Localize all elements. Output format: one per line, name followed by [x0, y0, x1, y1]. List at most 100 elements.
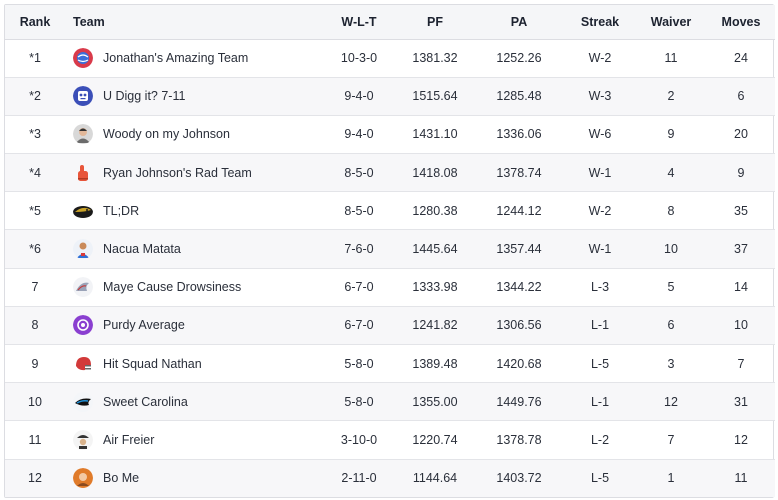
standings-table: Rank Team W-L-T PF PA Streak Waiver Move… — [5, 5, 775, 498]
wlt-cell: 8-5-0 — [321, 153, 397, 193]
pa-cell: 1357.44 — [473, 229, 565, 269]
column-header-rank[interactable]: Rank — [5, 5, 65, 40]
rank-cell: 11 — [5, 420, 65, 460]
waiver-cell: 4 — [635, 153, 707, 193]
panther-icon — [73, 391, 93, 412]
wlt-cell: 3-10-0 — [321, 420, 397, 460]
waiver-cell: 9 — [635, 115, 707, 155]
team-name[interactable]: Jonathan's Amazing Team — [103, 51, 249, 66]
team-cell: TL;DR — [65, 191, 321, 231]
standings-header: Rank Team W-L-T PF PA Streak Waiver Move… — [5, 5, 775, 40]
moves-cell: 10 — [707, 306, 775, 346]
waiver-cell: 6 — [635, 306, 707, 346]
team-link[interactable]: Maye Cause Drowsiness — [73, 277, 321, 298]
wlt-cell: 5-8-0 — [321, 344, 397, 384]
team-link[interactable]: Purdy Average — [73, 315, 321, 336]
purple-avatar-icon — [73, 315, 93, 336]
moves-cell: 7 — [707, 344, 775, 384]
pa-cell: 1336.06 — [473, 115, 565, 155]
wlt-cell: 9-4-0 — [321, 77, 397, 116]
column-header-waiver[interactable]: Waiver — [635, 5, 707, 40]
pa-cell: 1285.48 — [473, 77, 565, 116]
wlt-cell: 6-7-0 — [321, 306, 397, 346]
team-cell: Maye Cause Drowsiness — [65, 268, 321, 307]
column-header-team[interactable]: Team — [65, 5, 321, 40]
team-link[interactable]: U Digg it? 7-11 — [73, 86, 321, 107]
streak-cell: W-2 — [565, 39, 635, 78]
streak-cell: L-1 — [565, 382, 635, 422]
column-header-wlt[interactable]: W-L-T — [321, 5, 397, 40]
pa-cell: 1420.68 — [473, 344, 565, 384]
waiver-cell: 2 — [635, 77, 707, 116]
team-name[interactable]: Ryan Johnson's Rad Team — [103, 165, 252, 180]
table-row: 7 Maye Cause Drowsiness 6-7-0 1333.98 1344.2… — [5, 268, 775, 307]
standings-table-container: Rank Team W-L-T PF PA Streak Waiver Move… — [4, 4, 775, 499]
team-link[interactable]: TL;DR — [73, 201, 321, 221]
streak-cell: L-1 — [565, 306, 635, 346]
table-row: *1 Jonathan's Amazing Team 10-3-0 1381.32 12… — [5, 39, 775, 78]
moves-cell: 37 — [707, 229, 775, 269]
team-name[interactable]: Hit Squad Nathan — [103, 356, 202, 371]
team-name[interactable]: Nacua Matata — [103, 242, 181, 257]
pf-cell: 1280.38 — [397, 191, 473, 231]
team-link[interactable]: Woody on my Johnson — [73, 124, 321, 145]
team-name[interactable]: Bo Me — [103, 471, 140, 486]
column-header-moves[interactable]: Moves — [707, 5, 775, 40]
pf-cell: 1431.10 — [397, 115, 473, 155]
waiver-cell: 8 — [635, 191, 707, 231]
team-name[interactable]: Purdy Average — [103, 318, 185, 333]
pa-cell: 1306.56 — [473, 306, 565, 346]
team-name[interactable]: Woody on my Johnson — [103, 127, 230, 142]
pf-cell: 1144.64 — [412, 471, 458, 486]
team-name[interactable]: Sweet Carolina — [103, 394, 188, 409]
team-cell: U Digg it? 7-11 — [65, 77, 321, 116]
streak-cell: L-2 — [565, 420, 635, 460]
patriot-icon — [73, 277, 93, 298]
rank-cell: 9 — [5, 344, 65, 384]
team-name[interactable]: Air Freier — [103, 432, 155, 447]
column-header-streak[interactable]: Streak — [565, 5, 635, 40]
streak-cell: L-3 — [565, 268, 635, 307]
table-row: 9 Hit Squad Nathan 5-8-0 1389.48 1420.68 L-5 3… — [5, 344, 775, 384]
team-name[interactable]: TL;DR — [103, 203, 140, 218]
moves-cell: 20 — [707, 115, 775, 155]
robot-avatar-icon — [73, 86, 93, 107]
table-row: *3 Woody on my Johnson 9-4-0 1431.10 1336.06… — [5, 115, 775, 155]
streak-cell: W-1 — [565, 153, 635, 193]
moves-cell: 11 — [734, 471, 748, 486]
pa-cell: 1244.12 — [473, 191, 565, 231]
wlt-cell: 2-11-0 — [341, 471, 377, 486]
moves-cell: 9 — [707, 153, 775, 193]
team-cell: Woody on my Johnson — [65, 115, 321, 155]
pa-cell: 1378.74 — [473, 153, 565, 193]
team-name[interactable]: U Digg it? 7-11 — [103, 89, 186, 104]
column-header-pa[interactable]: PA — [473, 5, 565, 40]
pf-cell: 1333.98 — [397, 268, 473, 307]
pf-cell: 1515.64 — [397, 77, 473, 116]
table-row: 11 Air Freier 3-10-0 1220.74 1378.78 L-2 7 12 — [5, 420, 775, 460]
team-link[interactable]: Hit Squad Nathan — [73, 354, 321, 374]
team-link[interactable]: Bo Me — [73, 468, 321, 489]
team-cell: Bo Me — [65, 459, 321, 497]
pa-cell: 1449.76 — [473, 382, 565, 422]
rank-cell: *5 — [5, 191, 65, 231]
team-name[interactable]: Maye Cause Drowsiness — [103, 280, 242, 295]
player-avatar-icon — [73, 239, 93, 260]
team-link[interactable]: Jonathan's Amazing Team — [73, 48, 321, 69]
waiver-cell: 12 — [635, 382, 707, 422]
pirate-icon — [73, 429, 93, 450]
team-link[interactable]: Air Freier — [73, 429, 321, 450]
rank-cell: 8 — [5, 306, 65, 346]
team-link[interactable]: Sweet Carolina — [73, 391, 321, 412]
pf-cell: 1445.64 — [397, 229, 473, 269]
rank-cell: 12 — [28, 471, 42, 486]
team-cell: Air Freier — [65, 420, 321, 460]
pf-cell: 1355.00 — [397, 382, 473, 422]
rank-cell: *6 — [5, 229, 65, 269]
pf-cell: 1241.82 — [397, 306, 473, 346]
header-row: Rank Team W-L-T PF PA Streak Waiver Move… — [5, 5, 775, 40]
streak-cell: W-3 — [565, 77, 635, 116]
column-header-pf[interactable]: PF — [397, 5, 473, 40]
team-link[interactable]: Nacua Matata — [73, 239, 321, 260]
team-link[interactable]: Ryan Johnson's Rad Team — [73, 163, 321, 183]
